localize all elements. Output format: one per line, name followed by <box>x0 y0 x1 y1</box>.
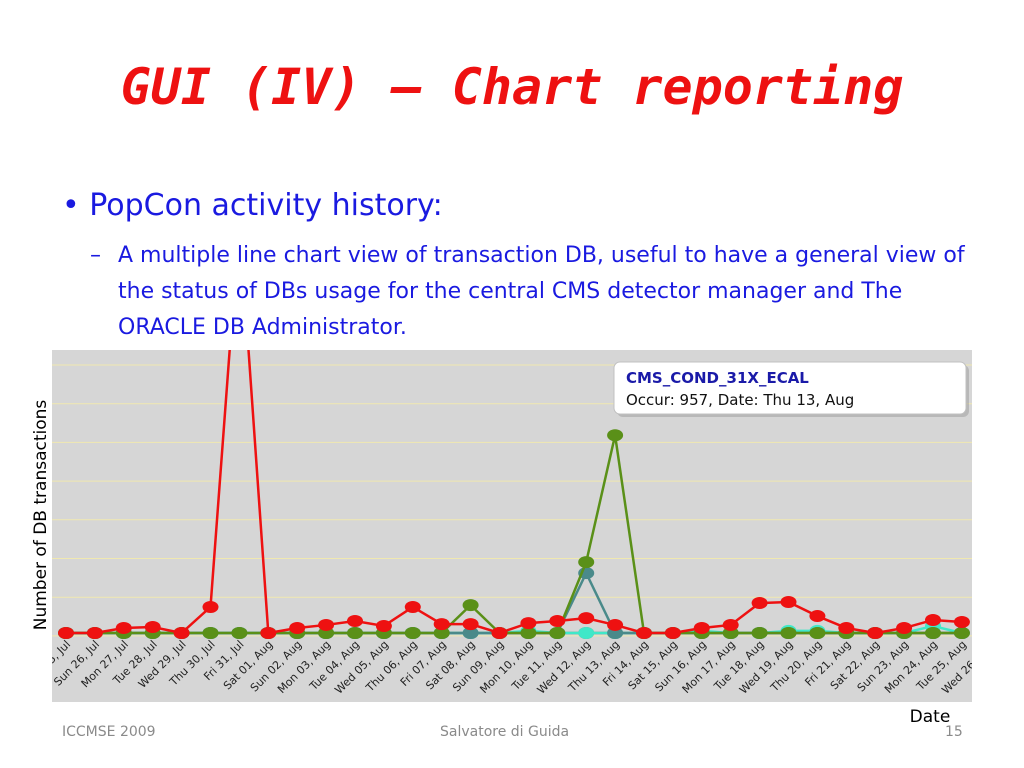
data-point <box>578 556 595 569</box>
data-point <box>925 613 941 626</box>
data-point <box>58 627 74 639</box>
data-point <box>607 618 624 631</box>
data-point <box>751 597 768 610</box>
data-point <box>809 627 826 639</box>
data-point <box>751 627 768 639</box>
slide-title: GUI (IV) – Chart reporting <box>120 58 904 116</box>
data-point <box>86 627 103 639</box>
x-axis-title: Date <box>910 707 951 727</box>
sub-bullet-text: A multiple line chart view of transactio… <box>118 243 965 340</box>
data-point <box>607 429 624 442</box>
data-point <box>433 627 450 639</box>
footer-left: ICCMSE 2009 <box>62 724 156 740</box>
data-point <box>549 627 566 639</box>
tooltip: CMS_COND_31X_ECAL Occur: 957, Date: Thu … <box>613 361 969 417</box>
data-point <box>144 621 161 634</box>
data-point <box>896 622 913 635</box>
data-point <box>404 600 421 613</box>
data-point <box>578 627 595 639</box>
bullet: • PopCon activity history: <box>62 188 443 223</box>
data-point <box>318 618 335 631</box>
data-point <box>173 627 190 639</box>
data-point <box>867 627 884 639</box>
data-point <box>202 600 219 613</box>
data-point <box>549 615 566 628</box>
data-point <box>462 599 479 612</box>
data-point <box>953 616 970 629</box>
data-point <box>202 627 219 639</box>
data-point <box>491 627 508 639</box>
data-point <box>693 622 710 635</box>
data-point <box>462 627 479 639</box>
data-point <box>636 627 652 639</box>
footer-right: 15 <box>945 724 963 740</box>
data-point <box>260 627 277 639</box>
data-point <box>404 627 421 639</box>
data-point <box>231 214 247 226</box>
data-point <box>462 618 479 631</box>
data-point <box>520 627 537 639</box>
footer-center: Salvatore di Guida <box>440 724 570 740</box>
data-point <box>925 627 941 639</box>
data-point <box>231 627 248 639</box>
tooltip-title: CMS_COND_31X_ECAL <box>626 369 809 387</box>
tooltip-text: Occur: 957, Date: Thu 13, Aug <box>626 391 854 409</box>
bullet-text: PopCon activity history: <box>89 188 443 223</box>
data-point <box>347 615 363 628</box>
data-point <box>953 627 970 639</box>
data-point <box>520 617 537 630</box>
sub-bullet: – A multiple line chart view of transacti… <box>90 243 965 340</box>
data-point <box>664 627 681 639</box>
data-point <box>809 610 826 623</box>
data-point <box>375 619 392 632</box>
y-axis-title: Number of DB transactions <box>31 400 51 631</box>
data-point <box>780 596 797 609</box>
data-point <box>433 618 450 631</box>
data-point <box>289 622 306 635</box>
data-point <box>722 618 739 631</box>
data-point <box>578 612 595 625</box>
data-point <box>115 622 132 635</box>
data-point <box>347 627 363 639</box>
data-point <box>780 627 797 639</box>
data-point <box>838 622 855 635</box>
